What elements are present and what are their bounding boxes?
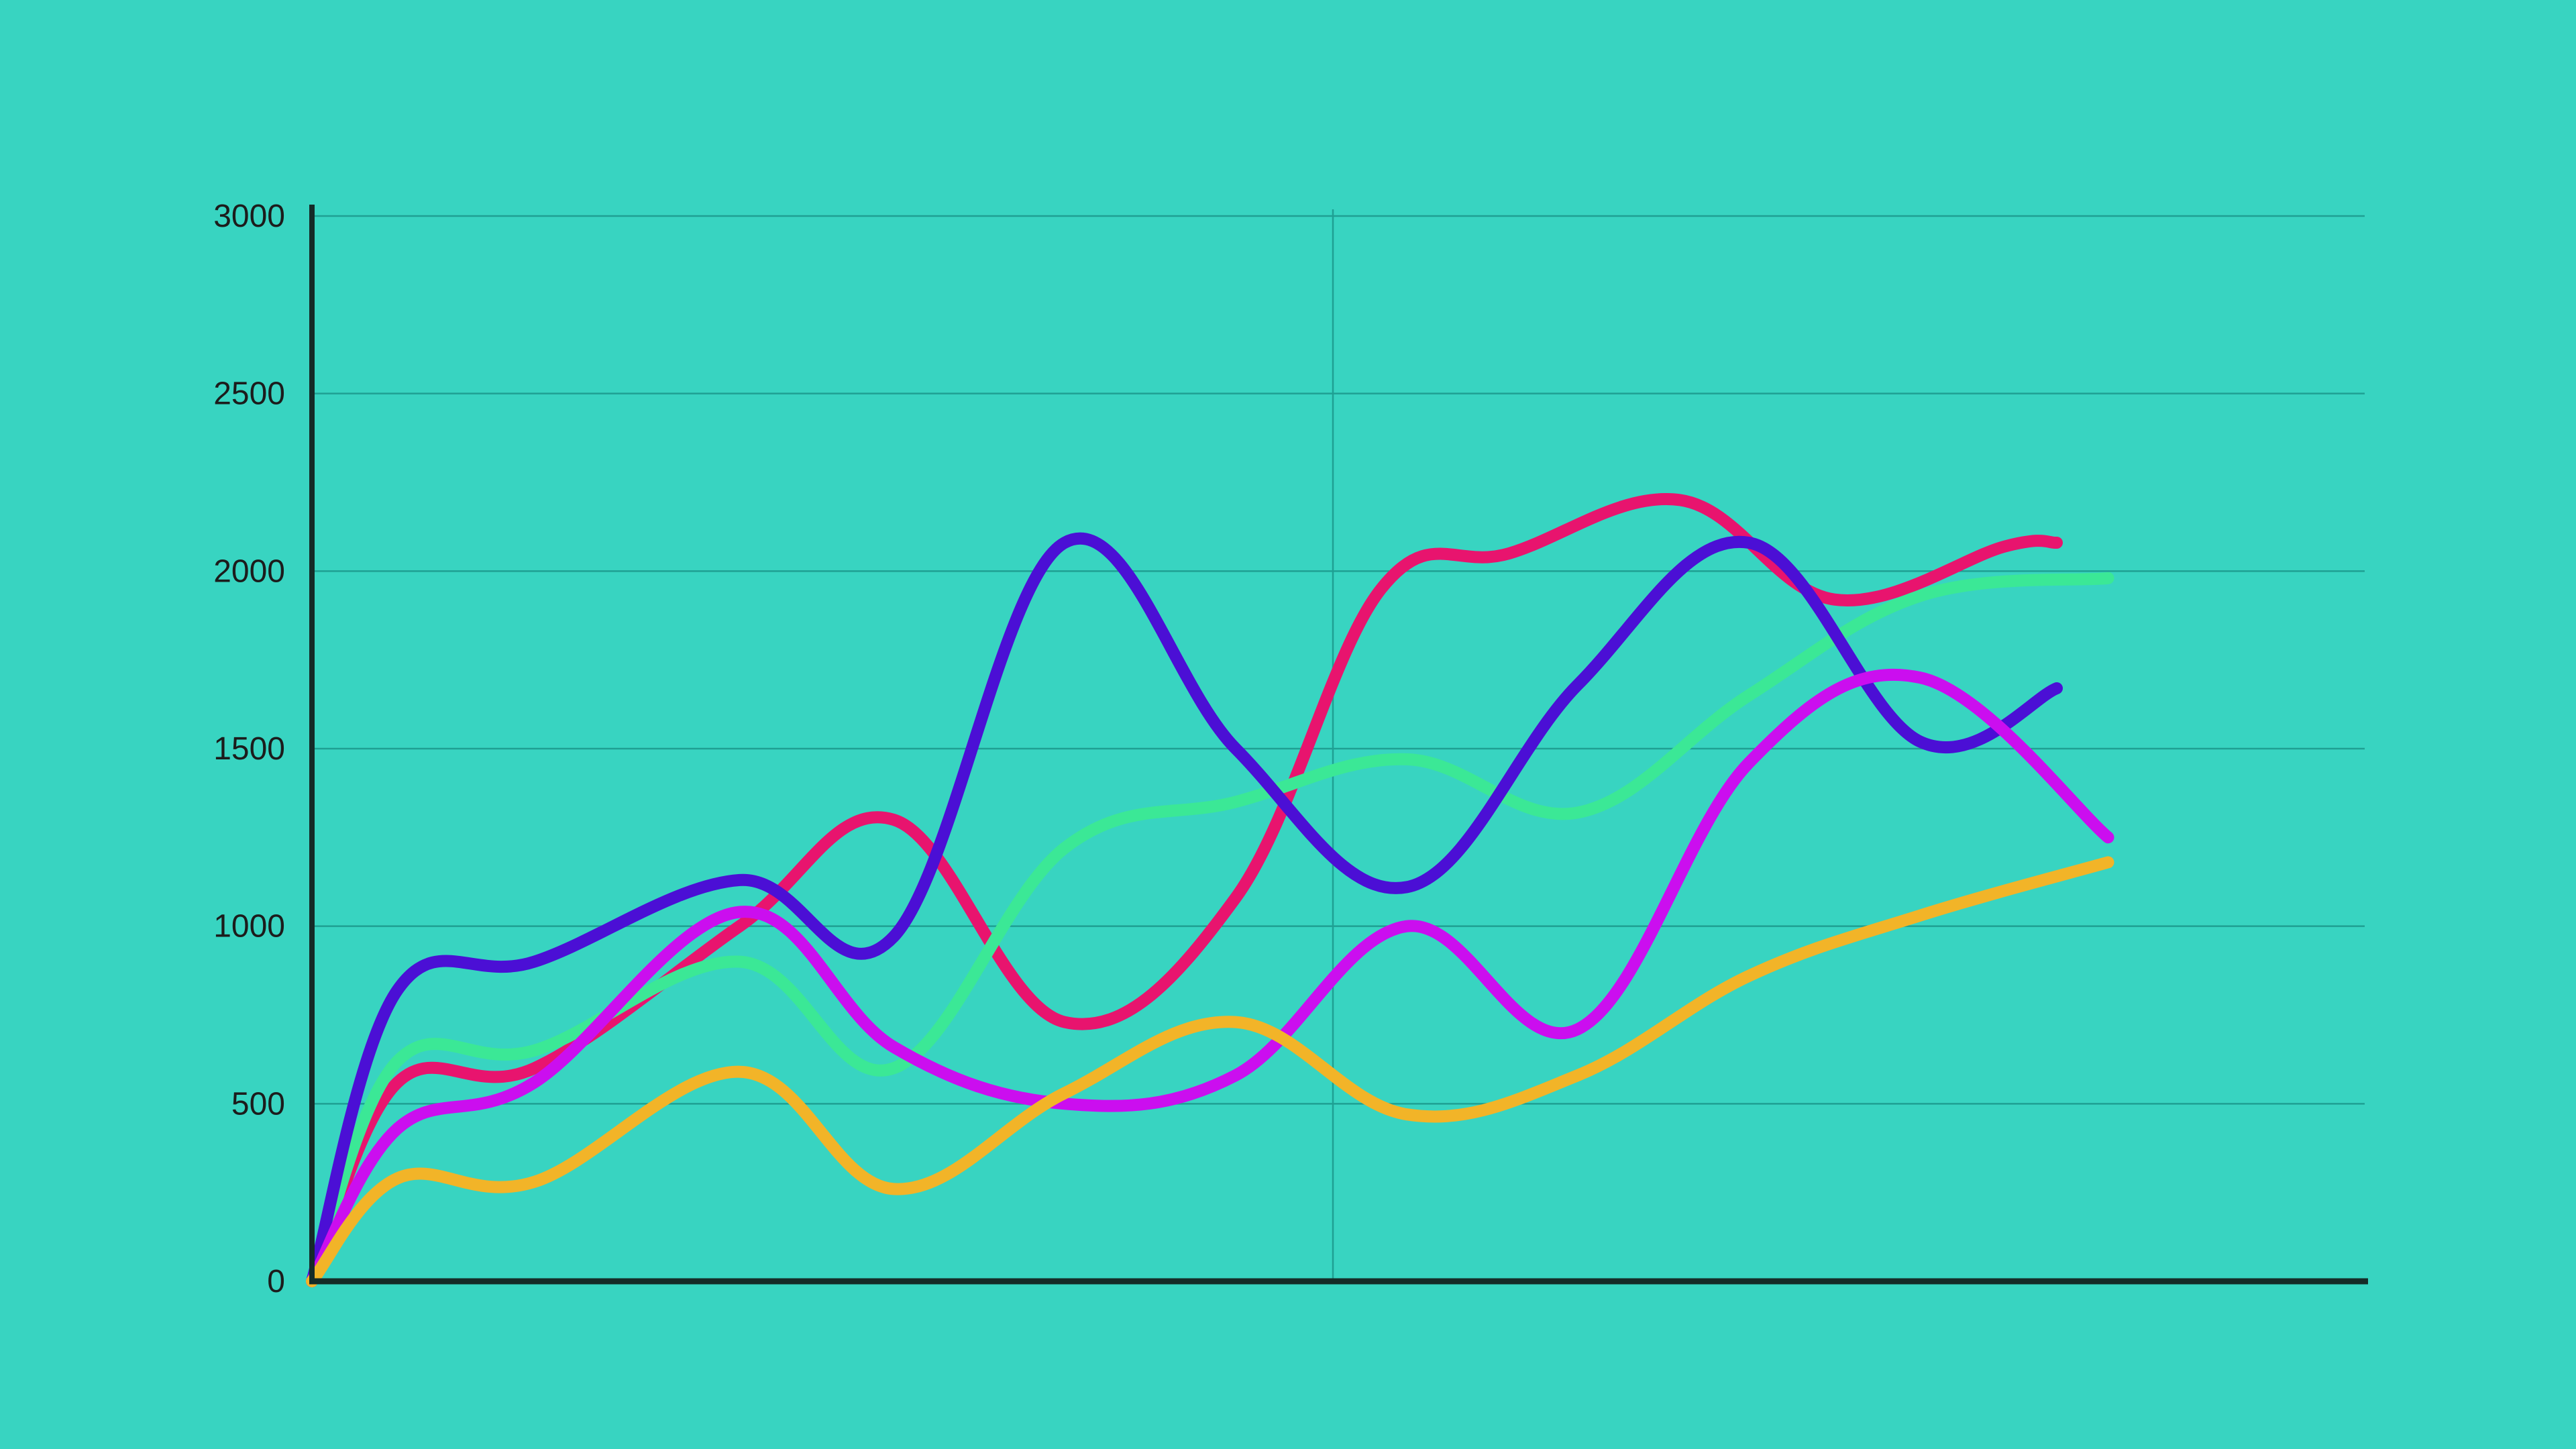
- y-tick-label-3000: 3000: [213, 199, 285, 234]
- y-tick-label-500: 500: [231, 1086, 285, 1122]
- series-line-2: [306, 572, 2114, 1287]
- series-line-5: [306, 856, 2114, 1287]
- y-tick-label-2000: 2000: [213, 553, 285, 589]
- y-tick-labels: 0 500 1000 1500 2000 2500 3000: [213, 199, 285, 1299]
- y-tick-label-1000: 1000: [213, 909, 285, 945]
- series-lines: [306, 493, 2114, 1287]
- grid-lines: [312, 209, 2365, 1281]
- series-line-3: [306, 532, 2063, 1287]
- y-tick-label-1500: 1500: [213, 731, 285, 767]
- series-line-4: [306, 669, 2114, 1287]
- y-tick-label-2500: 2500: [213, 376, 285, 412]
- y-tick-label-0: 0: [267, 1264, 285, 1299]
- series-line-1: [306, 493, 2063, 1287]
- axes: [309, 205, 2368, 1285]
